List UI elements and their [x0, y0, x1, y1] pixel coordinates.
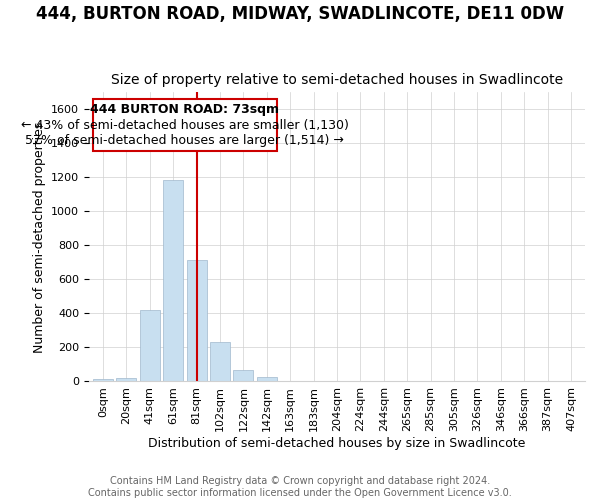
Y-axis label: Number of semi-detached properties: Number of semi-detached properties: [32, 121, 46, 352]
Title: Size of property relative to semi-detached houses in Swadlincote: Size of property relative to semi-detach…: [111, 73, 563, 87]
Text: 444, BURTON ROAD, MIDWAY, SWADLINCOTE, DE11 0DW: 444, BURTON ROAD, MIDWAY, SWADLINCOTE, D…: [36, 5, 564, 23]
FancyBboxPatch shape: [92, 99, 277, 151]
Bar: [233, 370, 253, 382]
Bar: [280, 380, 300, 382]
Text: 444 BURTON ROAD: 73sqm: 444 BURTON ROAD: 73sqm: [91, 103, 280, 116]
Text: 57% of semi-detached houses are larger (1,514) →: 57% of semi-detached houses are larger (…: [25, 134, 344, 147]
Text: Contains HM Land Registry data © Crown copyright and database right 2024.
Contai: Contains HM Land Registry data © Crown c…: [88, 476, 512, 498]
Bar: [163, 180, 183, 382]
Bar: [187, 260, 206, 382]
Bar: [210, 342, 230, 382]
X-axis label: Distribution of semi-detached houses by size in Swadlincote: Distribution of semi-detached houses by …: [148, 437, 526, 450]
Text: ← 43% of semi-detached houses are smaller (1,130): ← 43% of semi-detached houses are smalle…: [21, 118, 349, 132]
Bar: [116, 378, 136, 382]
Bar: [257, 377, 277, 382]
Bar: [93, 379, 113, 382]
Bar: [140, 310, 160, 382]
